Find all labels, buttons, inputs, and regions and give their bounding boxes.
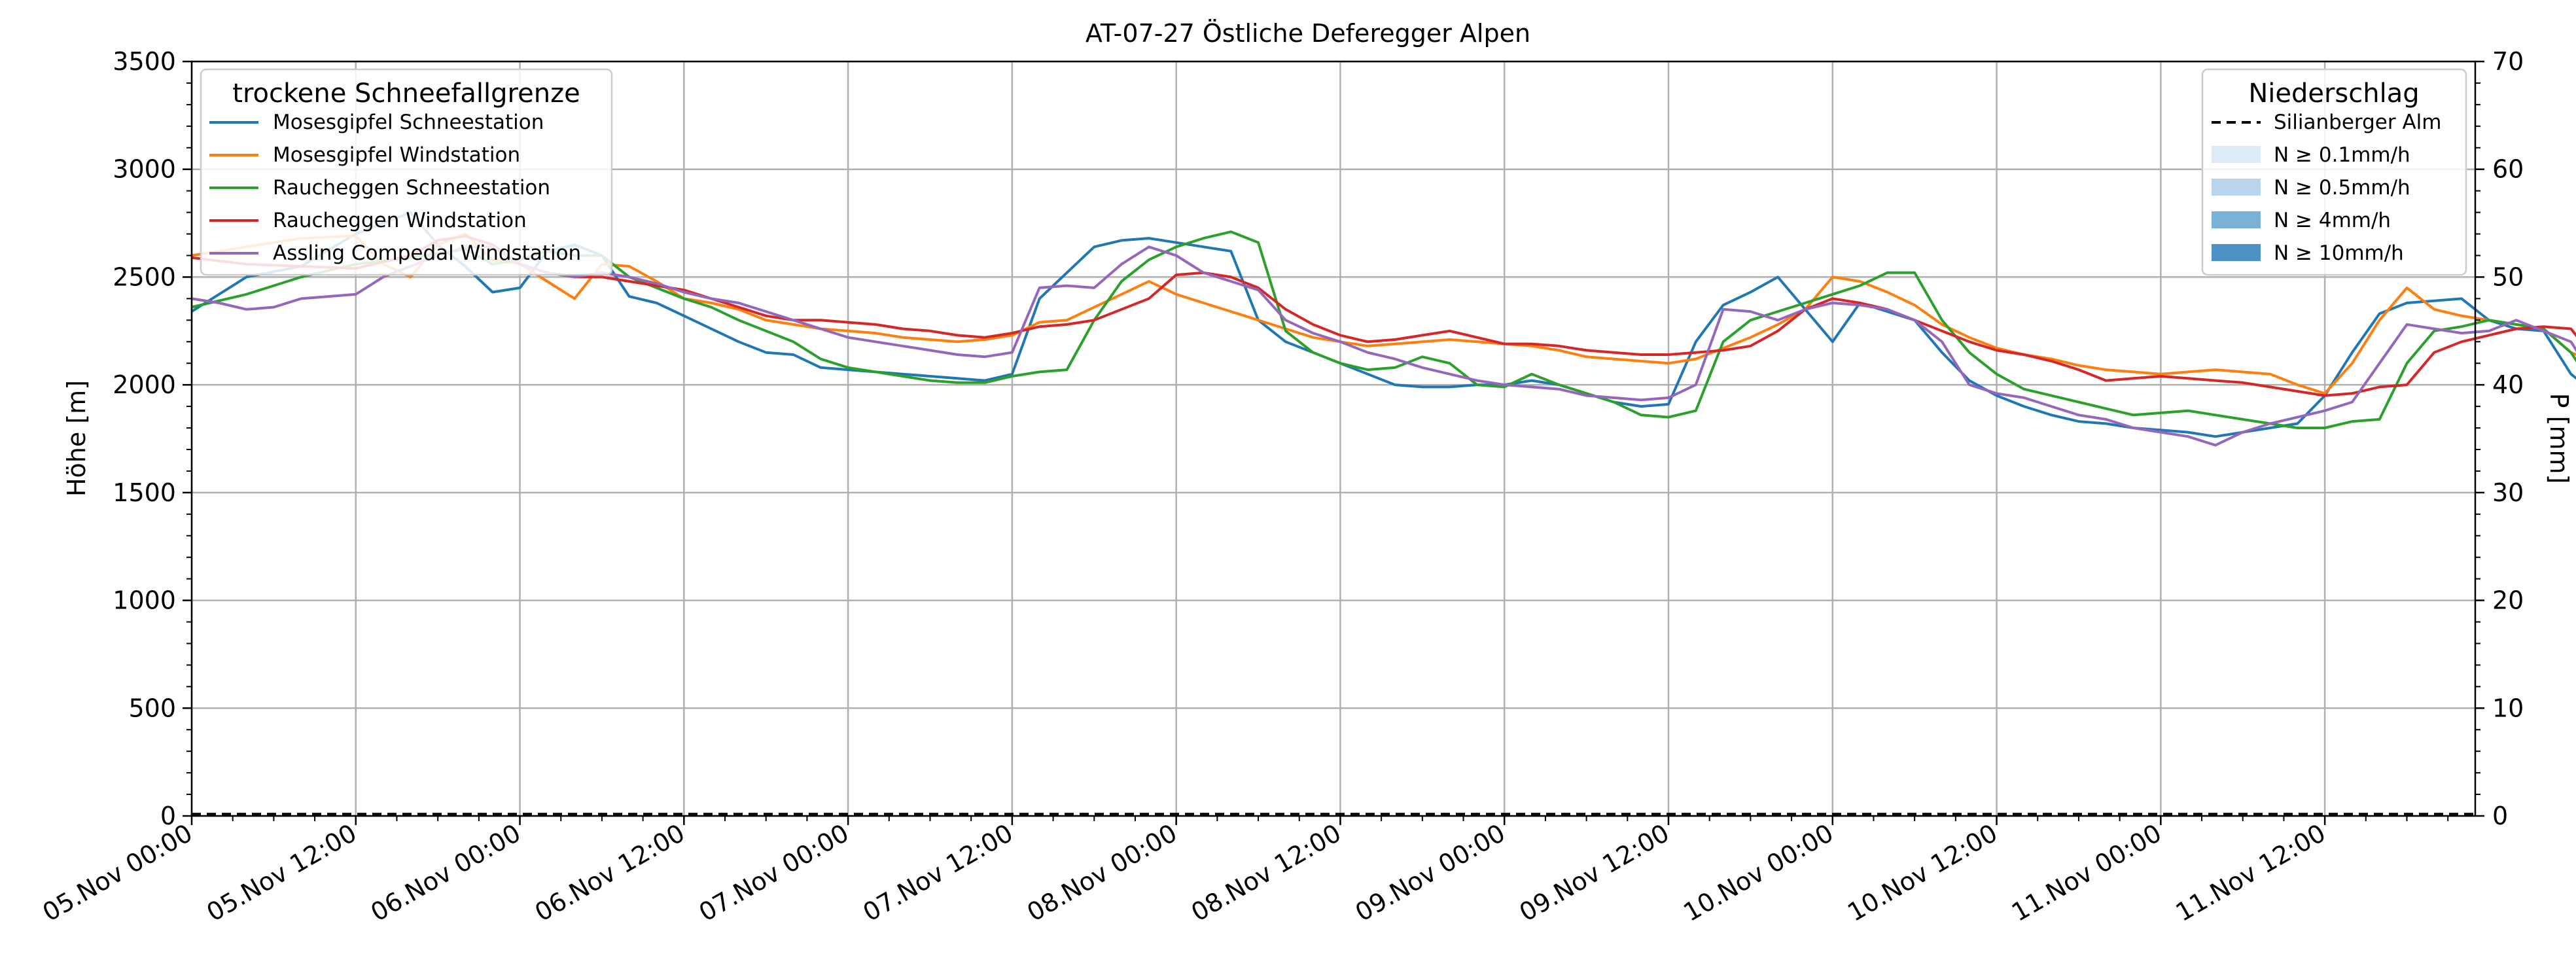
y-tick-label: 3000 [113, 155, 176, 184]
legend-label: N ≥ 0.5mm/h [2274, 176, 2410, 200]
y-tick-label: 2000 [113, 370, 176, 399]
y-tick-label: 1000 [113, 586, 176, 615]
legend-station-series: trockene Schneefallgrenze Mosesgipfel Sc… [200, 68, 613, 276]
legend-label: N ≥ 10mm/h [2274, 241, 2404, 265]
legend-right-entries: Silianberger Alm N ≥ 0.1mm/h N ≥ 0.5mm/h N … [2212, 111, 2441, 265]
legend-left-title: trockene Schneefallgrenze [232, 79, 580, 109]
legend-label: Mosesgipfel Windstation [273, 143, 520, 167]
legend-right-frame [2201, 68, 2467, 276]
legend-left-frame [200, 68, 613, 276]
series-line [191, 245, 2576, 447]
y-axis-right-label: P [mm] [2545, 393, 2573, 484]
legend-precipitation: Niederschlag Silianberger Alm N ≥ 0.1mm/h… [2201, 68, 2467, 276]
legend-label: N ≥ 0.1mm/h [2274, 143, 2410, 167]
legend-left-entries: Mosesgipfel Schneestation Mosesgipfel Win… [209, 111, 581, 265]
y-right-tick-label: 20 [2492, 586, 2524, 615]
legend-swatch [2212, 211, 2261, 228]
y-right-tick-label: 30 [2492, 478, 2524, 507]
y-right-tick-label: 60 [2492, 155, 2524, 184]
legend-label: Raucheggen Windstation [273, 209, 527, 232]
series-line [191, 234, 2576, 397]
y-tick-label: 0 [160, 802, 176, 830]
legend-label: N ≥ 4mm/h [2274, 209, 2391, 232]
y-tick-label: 3500 [113, 47, 176, 76]
y-tick-label: 1500 [113, 478, 176, 507]
legend-label: Mosesgipfel Schneestation [273, 111, 544, 134]
y-right-tick-label: 40 [2492, 370, 2524, 399]
legend-right-title: Niederschlag [2248, 79, 2419, 109]
chart-title: AT-07-27 Östliche Deferegger Alpen [1085, 19, 1530, 48]
y-tick-label: 2500 [113, 262, 176, 291]
legend-swatch [2212, 146, 2261, 163]
legend-swatch [2212, 179, 2261, 196]
plot-frame [190, 60, 2477, 817]
legend-label: Raucheggen Schneestation [273, 176, 550, 200]
legend-label: Silianberger Alm [2274, 111, 2441, 134]
series-line [190, 211, 2576, 438]
series-line [191, 230, 2576, 429]
series-lines [190, 211, 2576, 447]
series-line [191, 232, 2576, 395]
y-axis-left: 0 500 1000 1500 2000 2500 3000 3500 [113, 47, 192, 830]
y-right-tick-label: 50 [2492, 262, 2524, 291]
legend-swatch [2212, 244, 2261, 261]
y-axis-right: 0 10 20 30 40 50 60 70 [2475, 47, 2524, 830]
y-right-tick-label: 0 [2492, 802, 2508, 830]
legend-label: Assling Compedal Windstation [273, 241, 581, 265]
y-right-tick-label: 70 [2492, 47, 2524, 76]
y-right-tick-label: 10 [2492, 694, 2524, 722]
y-tick-label: 500 [128, 694, 176, 722]
y-axis-left-label: Höhe [m] [62, 380, 91, 497]
